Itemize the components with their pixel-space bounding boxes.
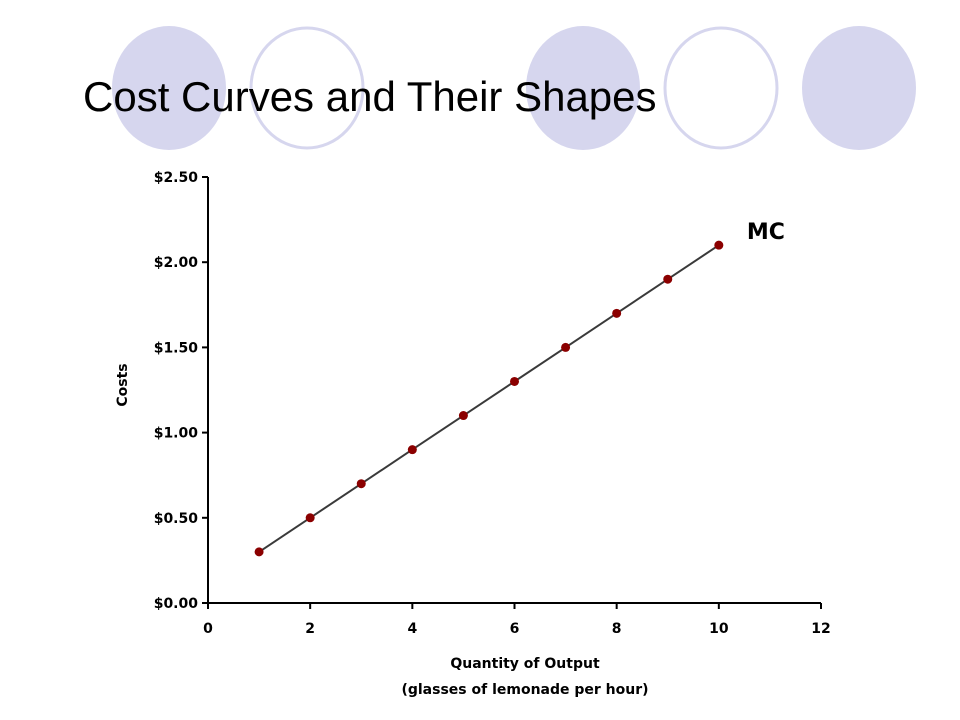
x-tick-label: 8 (612, 621, 622, 637)
mc-point (561, 342, 571, 352)
mc-point (305, 513, 315, 523)
y-tick-label: $0.50 (154, 511, 199, 527)
mc-point (714, 240, 724, 250)
y-ticks: $0.00 $0.50 $1.00 $1.50 $2.00 $2.50 (154, 170, 208, 612)
x-tick-label: 12 (811, 621, 830, 637)
decor-circle-filled (802, 26, 916, 150)
x-axis-label-line2: (glasses of lemonade per hour) (401, 682, 648, 698)
mc-line (258, 244, 720, 553)
decor-circle-filled (112, 26, 226, 150)
x-tick-label: 2 (305, 621, 315, 637)
y-tick-label: $1.50 (154, 340, 199, 356)
decor-circle-outline (663, 26, 779, 150)
x-tick-label: 6 (510, 621, 520, 637)
x-ticks: 0 2 4 6 8 10 12 (203, 603, 831, 637)
x-tick-label: 10 (709, 621, 729, 637)
y-tick-label: $0.00 (154, 596, 199, 612)
x-tick-label: 4 (407, 621, 417, 637)
chart-series: MC (254, 220, 785, 557)
y-tick-label: $2.00 (154, 255, 199, 271)
chart-axes (207, 177, 821, 604)
y-tick-label: $2.50 (154, 170, 199, 186)
x-axis-label: Quantity of Output (450, 656, 600, 672)
mc-point (407, 445, 417, 455)
decorative-circles (112, 26, 916, 150)
decor-circle-filled (526, 26, 640, 150)
y-tick-label: $1.00 (154, 426, 199, 442)
y-axis-label: Costs (115, 363, 131, 406)
mc-point (458, 411, 468, 421)
mc-point (254, 547, 264, 557)
mc-point (510, 376, 519, 386)
mc-point (663, 274, 673, 284)
decor-circle-outline (249, 26, 365, 150)
x-tick-label: 0 (203, 621, 213, 637)
mc-point (612, 308, 622, 318)
mc-point (356, 479, 366, 489)
mc-series-label: MC (747, 220, 785, 245)
slide-title: Cost Curves and Their Shapes (83, 73, 657, 120)
